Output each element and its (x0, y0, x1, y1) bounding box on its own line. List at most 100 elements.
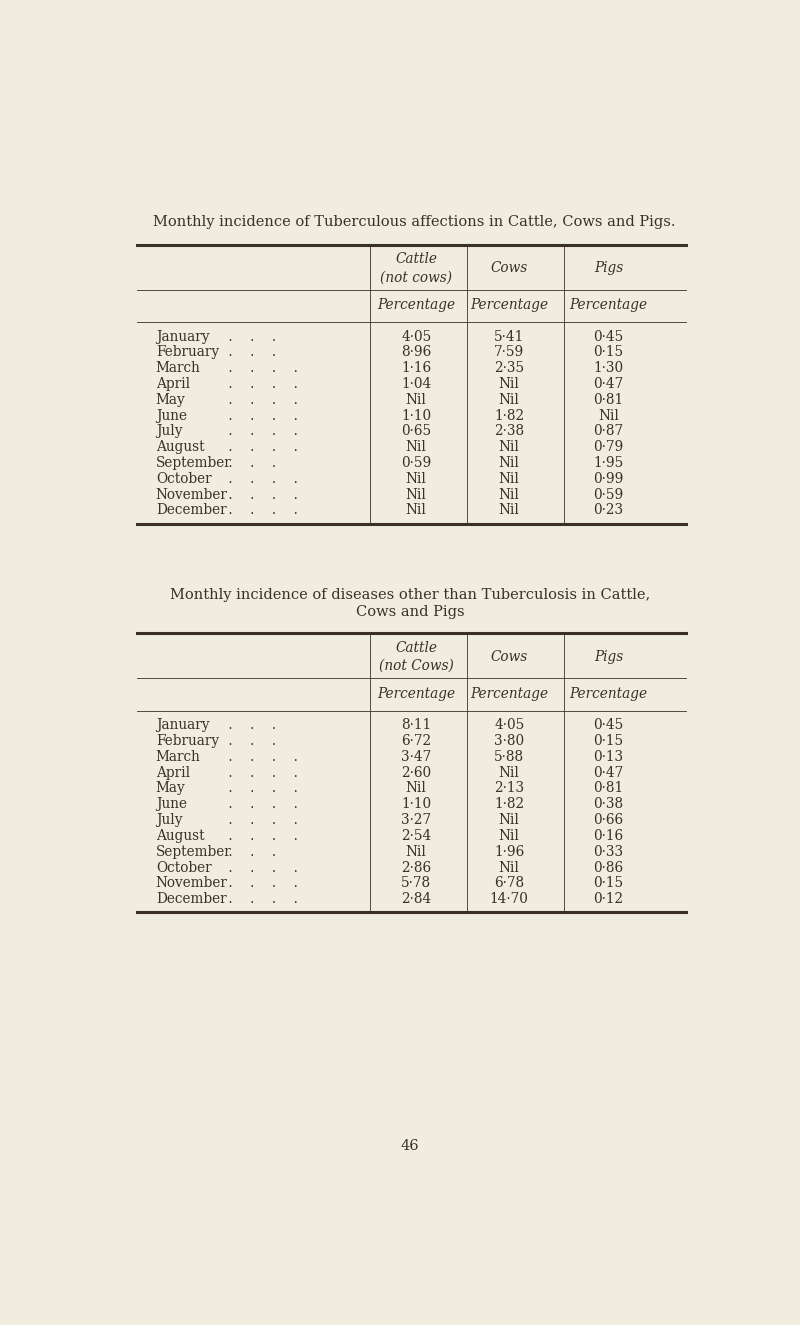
Text: 3·27: 3·27 (401, 814, 431, 827)
Text: 0·12: 0·12 (594, 892, 623, 906)
Text: .    .    .: . . . (224, 845, 276, 859)
Text: .    .    .    .: . . . . (224, 362, 298, 375)
Text: Percentage: Percentage (470, 686, 548, 701)
Text: 8·11: 8·11 (401, 718, 431, 733)
Text: (not Cows): (not Cows) (378, 659, 454, 673)
Text: .    .    .    .: . . . . (224, 424, 298, 439)
Text: 0·87: 0·87 (594, 424, 623, 439)
Text: 0·59: 0·59 (594, 488, 623, 502)
Text: Percentage: Percentage (470, 298, 548, 311)
Text: .    .    .: . . . (224, 330, 276, 343)
Text: Nil: Nil (406, 392, 426, 407)
Text: .    .    .    .: . . . . (224, 440, 298, 454)
Text: 0·13: 0·13 (594, 750, 623, 765)
Text: Nil: Nil (406, 488, 426, 502)
Text: Cows: Cows (490, 649, 528, 664)
Text: 0·15: 0·15 (594, 346, 623, 359)
Text: Pigs: Pigs (594, 649, 623, 664)
Text: Nil: Nil (598, 408, 619, 423)
Text: .    .    .    .: . . . . (224, 876, 298, 890)
Text: 0·81: 0·81 (594, 392, 623, 407)
Text: May: May (156, 782, 186, 795)
Text: 0·66: 0·66 (594, 814, 623, 827)
Text: .    .    .: . . . (224, 456, 276, 470)
Text: 1·82: 1·82 (494, 408, 524, 423)
Text: 2·13: 2·13 (494, 782, 524, 795)
Text: 2·35: 2·35 (494, 362, 524, 375)
Text: January: January (156, 330, 210, 343)
Text: Nil: Nil (498, 378, 520, 391)
Text: Nil: Nil (498, 829, 520, 843)
Text: November: November (156, 488, 228, 502)
Text: 4·05: 4·05 (494, 718, 524, 733)
Text: 2·84: 2·84 (401, 892, 431, 906)
Text: 7·59: 7·59 (494, 346, 524, 359)
Text: 1·30: 1·30 (594, 362, 623, 375)
Text: 5·78: 5·78 (401, 876, 431, 890)
Text: 0·15: 0·15 (594, 876, 623, 890)
Text: November: November (156, 876, 228, 890)
Text: December: December (156, 504, 226, 518)
Text: September: September (156, 456, 231, 470)
Text: Monthly incidence of Tuberculous affections in Cattle, Cows and Pigs.: Monthly incidence of Tuberculous affecti… (153, 215, 675, 229)
Text: 0·16: 0·16 (594, 829, 623, 843)
Text: 1·95: 1·95 (594, 456, 623, 470)
Text: 0·47: 0·47 (594, 766, 623, 779)
Text: .    .    .: . . . (224, 718, 276, 733)
Text: .    .    .    .: . . . . (224, 782, 298, 795)
Text: 0·38: 0·38 (594, 798, 623, 811)
Text: .    .    .    .: . . . . (224, 378, 298, 391)
Text: 1·04: 1·04 (401, 378, 431, 391)
Text: 6·78: 6·78 (494, 876, 524, 890)
Text: .    .    .    .: . . . . (224, 860, 298, 875)
Text: Nil: Nil (406, 782, 426, 795)
Text: October: October (156, 472, 211, 486)
Text: 0·23: 0·23 (594, 504, 623, 518)
Text: September: September (156, 845, 231, 859)
Text: August: August (156, 440, 205, 454)
Text: March: March (156, 750, 201, 765)
Text: .    .    .    .: . . . . (224, 488, 298, 502)
Text: 6·72: 6·72 (401, 734, 431, 749)
Text: .    .    .    .: . . . . (224, 750, 298, 765)
Text: .    .    .    .: . . . . (224, 829, 298, 843)
Text: Cattle: Cattle (395, 641, 437, 655)
Text: 2·86: 2·86 (401, 860, 431, 875)
Text: June: June (156, 798, 187, 811)
Text: 5·41: 5·41 (494, 330, 524, 343)
Text: January: January (156, 718, 210, 733)
Text: .    .    .    .: . . . . (224, 766, 298, 779)
Text: Nil: Nil (406, 472, 426, 486)
Text: Nil: Nil (498, 860, 520, 875)
Text: Nil: Nil (498, 472, 520, 486)
Text: 1·82: 1·82 (494, 798, 524, 811)
Text: 8·96: 8·96 (401, 346, 431, 359)
Text: Cattle: Cattle (395, 252, 437, 266)
Text: .    .    .: . . . (224, 734, 276, 749)
Text: .    .    .: . . . (224, 346, 276, 359)
Text: Cows: Cows (490, 261, 528, 276)
Text: Percentage: Percentage (377, 686, 455, 701)
Text: December: December (156, 892, 226, 906)
Text: 2·60: 2·60 (401, 766, 431, 779)
Text: .    .    .    .: . . . . (224, 814, 298, 827)
Text: August: August (156, 829, 205, 843)
Text: Percentage: Percentage (570, 298, 647, 311)
Text: 0·79: 0·79 (594, 440, 623, 454)
Text: 2·38: 2·38 (494, 424, 524, 439)
Text: 0·15: 0·15 (594, 734, 623, 749)
Text: Nil: Nil (498, 814, 520, 827)
Text: 2·54: 2·54 (401, 829, 431, 843)
Text: March: March (156, 362, 201, 375)
Text: Nil: Nil (498, 766, 520, 779)
Text: .    .    .    .: . . . . (224, 408, 298, 423)
Text: Pigs: Pigs (594, 261, 623, 276)
Text: 0·47: 0·47 (594, 378, 623, 391)
Text: February: February (156, 346, 219, 359)
Text: Nil: Nil (406, 440, 426, 454)
Text: 0·45: 0·45 (594, 718, 623, 733)
Text: October: October (156, 860, 211, 875)
Text: .    .    .    .: . . . . (224, 892, 298, 906)
Text: .    .    .    .: . . . . (224, 504, 298, 518)
Text: .    .    .    .: . . . . (224, 392, 298, 407)
